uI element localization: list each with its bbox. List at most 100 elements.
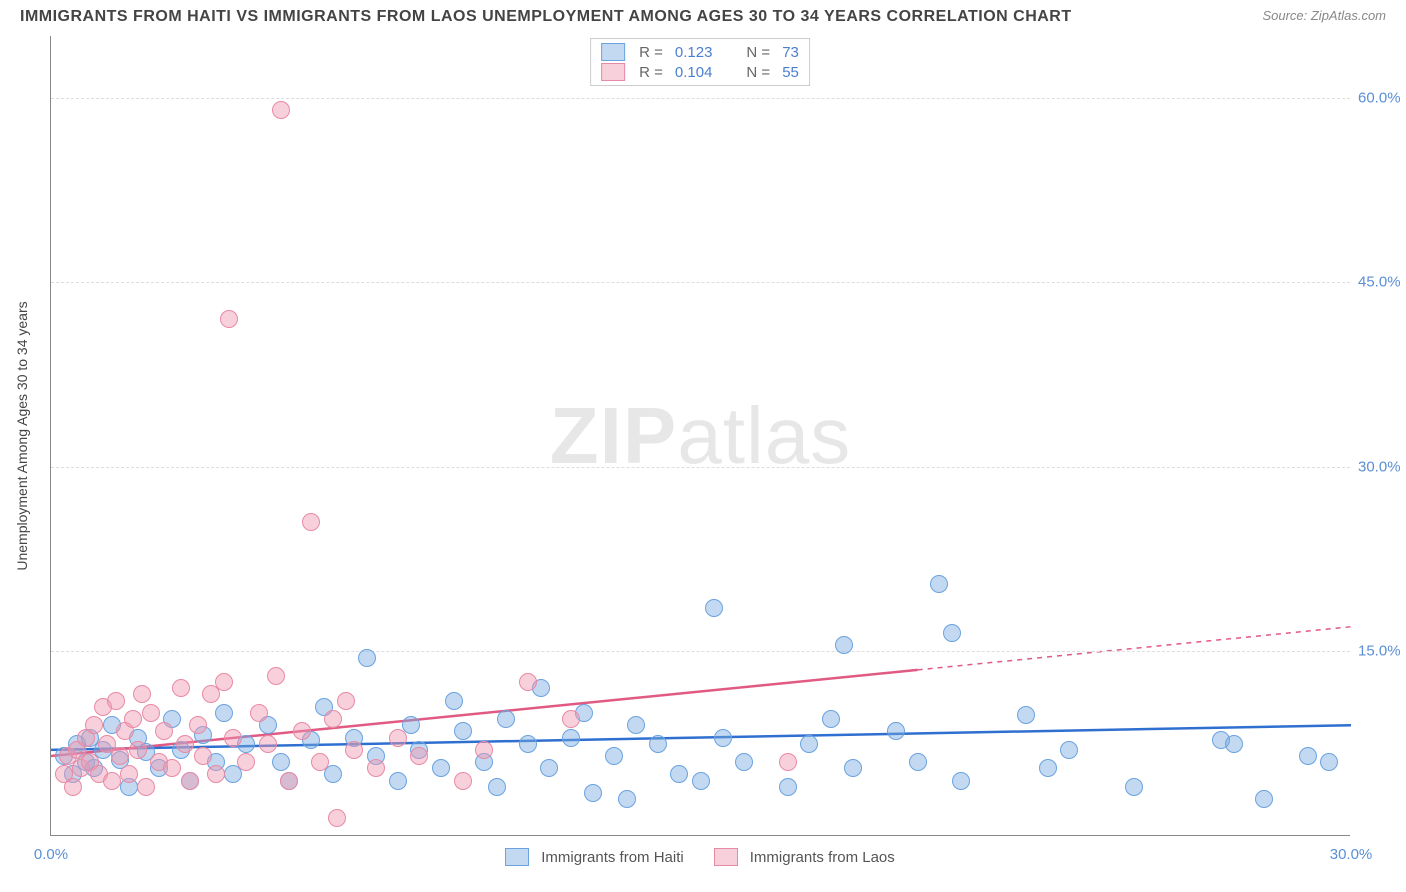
scatter-point (215, 704, 233, 722)
scatter-point (1255, 790, 1273, 808)
scatter-point (584, 784, 602, 802)
scatter-point (488, 778, 506, 796)
trend-line-extrapolated (918, 627, 1351, 670)
scatter-point (124, 710, 142, 728)
scatter-point (155, 722, 173, 740)
scatter-point (64, 778, 82, 796)
scatter-point (844, 759, 862, 777)
chart-container: ZIPatlas 15.0%30.0%45.0%60.0%0.0%30.0% U… (50, 36, 1350, 836)
scatter-point (250, 704, 268, 722)
scatter-point (1320, 753, 1338, 771)
scatter-point (328, 809, 346, 827)
scatter-point (670, 765, 688, 783)
y-axis-label: Unemployment Among Ages 30 to 34 years (14, 301, 30, 570)
legend-series: Immigrants from HaitiImmigrants from Lao… (50, 848, 1350, 866)
scatter-point (207, 765, 225, 783)
scatter-point (800, 735, 818, 753)
scatter-point (692, 772, 710, 790)
legend-swatch (601, 63, 625, 81)
scatter-point (952, 772, 970, 790)
legend-stat-row: R = 0.104N = 55 (601, 63, 799, 81)
scatter-point (302, 513, 320, 531)
scatter-point (142, 704, 160, 722)
scatter-point (389, 729, 407, 747)
scatter-point (224, 729, 242, 747)
legend-series-item: Immigrants from Laos (714, 848, 895, 866)
scatter-point (714, 729, 732, 747)
stat-r-label: R = (639, 44, 663, 61)
scatter-point (133, 685, 151, 703)
scatter-point (129, 741, 147, 759)
scatter-point (367, 759, 385, 777)
scatter-point (410, 747, 428, 765)
scatter-point (909, 753, 927, 771)
scatter-point (605, 747, 623, 765)
scatter-point (293, 722, 311, 740)
scatter-point (779, 778, 797, 796)
scatter-point (887, 722, 905, 740)
scatter-point (85, 716, 103, 734)
scatter-point (358, 649, 376, 667)
gridline (51, 282, 1350, 283)
scatter-point (280, 772, 298, 790)
scatter-point (259, 735, 277, 753)
legend-series-label: Immigrants from Laos (750, 849, 895, 866)
scatter-point (189, 716, 207, 734)
scatter-point (267, 667, 285, 685)
scatter-point (943, 624, 961, 642)
scatter-point (311, 753, 329, 771)
scatter-point (111, 747, 129, 765)
stat-n-label: N = (746, 44, 770, 61)
scatter-point (822, 710, 840, 728)
scatter-point (120, 765, 138, 783)
scatter-point (930, 575, 948, 593)
scatter-point (220, 310, 238, 328)
scatter-point (705, 599, 723, 617)
scatter-point (194, 747, 212, 765)
y-tick-label: 30.0% (1358, 458, 1406, 475)
legend-stats: R = 0.123 N = 73 R = 0.104N = 55 (590, 38, 810, 86)
scatter-point (345, 741, 363, 759)
scatter-point (1225, 735, 1243, 753)
y-tick-label: 15.0% (1358, 643, 1406, 660)
scatter-point (163, 759, 181, 777)
plot-area: ZIPatlas 15.0%30.0%45.0%60.0%0.0%30.0% (50, 36, 1350, 836)
scatter-point (1039, 759, 1057, 777)
scatter-point (181, 772, 199, 790)
legend-swatch (714, 848, 738, 866)
scatter-point (137, 778, 155, 796)
scatter-point (272, 753, 290, 771)
scatter-point (1125, 778, 1143, 796)
y-tick-label: 60.0% (1358, 89, 1406, 106)
chart-title: IMMIGRANTS FROM HAITI VS IMMIGRANTS FROM… (20, 8, 1072, 26)
stat-r-value: 0.123 (675, 44, 713, 61)
scatter-point (237, 753, 255, 771)
scatter-point (1017, 706, 1035, 724)
legend-swatch (601, 43, 625, 61)
stat-r-label: R = (639, 64, 663, 81)
scatter-point (176, 735, 194, 753)
scatter-point (540, 759, 558, 777)
scatter-point (215, 673, 233, 691)
scatter-point (735, 753, 753, 771)
scatter-point (103, 772, 121, 790)
scatter-point (172, 679, 190, 697)
scatter-point (454, 772, 472, 790)
scatter-point (1299, 747, 1317, 765)
stat-n-label: N = (746, 64, 770, 81)
stat-n-value: 73 (782, 44, 799, 61)
trend-lines-layer (51, 36, 1351, 836)
legend-swatch (505, 848, 529, 866)
scatter-point (519, 735, 537, 753)
scatter-point (618, 790, 636, 808)
scatter-point (562, 710, 580, 728)
scatter-point (272, 101, 290, 119)
scatter-point (562, 729, 580, 747)
scatter-point (445, 692, 463, 710)
scatter-point (432, 759, 450, 777)
y-tick-label: 45.0% (1358, 274, 1406, 291)
gridline (51, 651, 1350, 652)
scatter-point (497, 710, 515, 728)
scatter-point (454, 722, 472, 740)
scatter-point (519, 673, 537, 691)
